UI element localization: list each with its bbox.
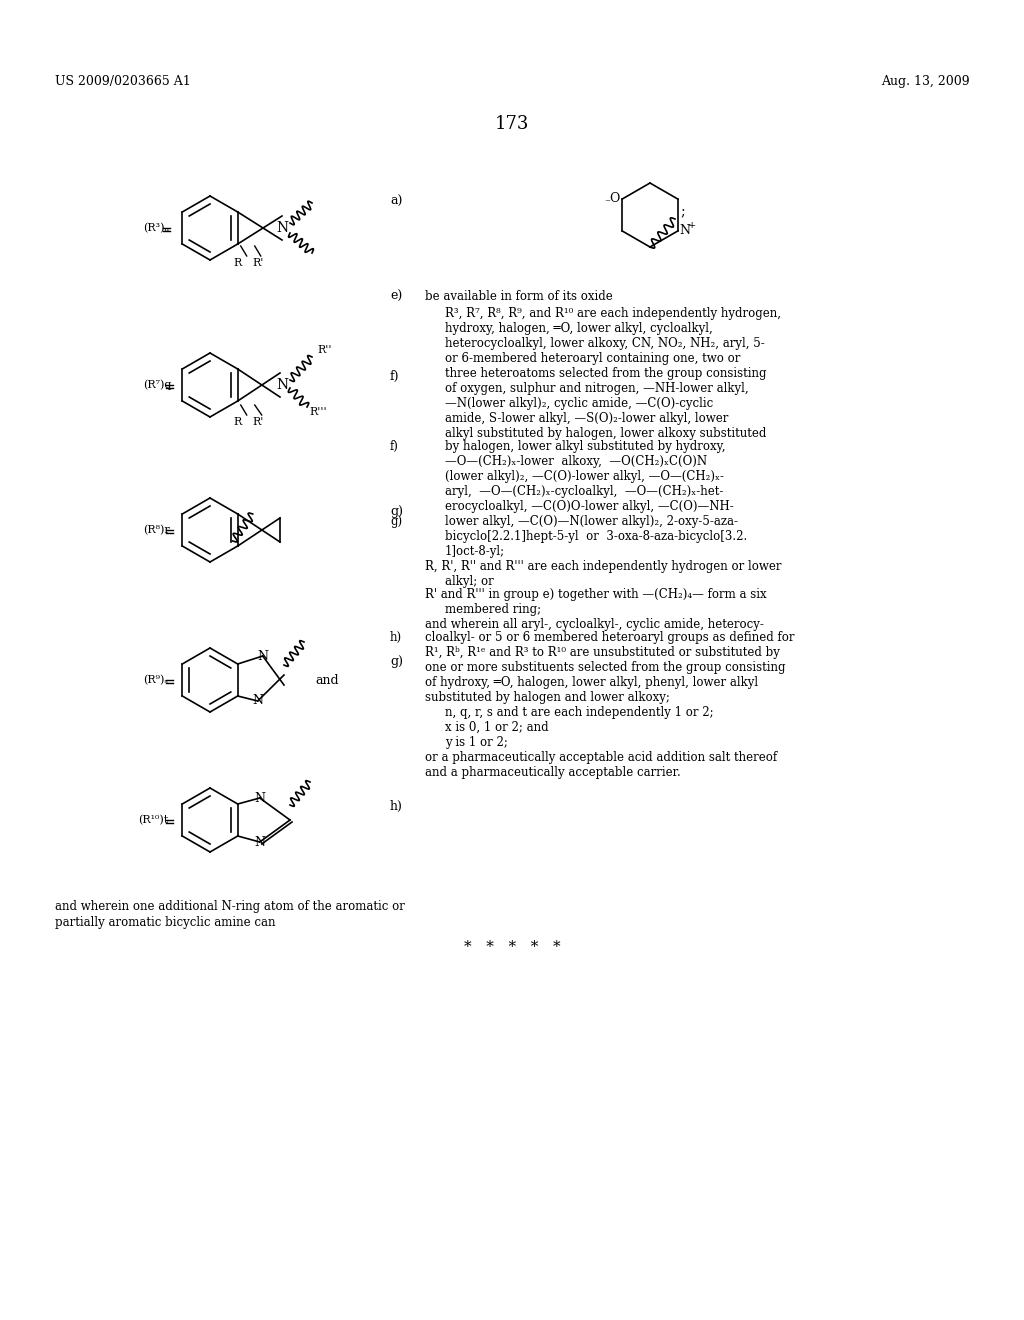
Text: g): g)	[390, 506, 403, 517]
Text: or 6-membered heteroaryl containing one, two or: or 6-membered heteroaryl containing one,…	[445, 352, 740, 366]
Text: alkyl substituted by halogen, lower alkoxy substituted: alkyl substituted by halogen, lower alko…	[445, 426, 766, 440]
Text: N: N	[254, 792, 265, 804]
Text: *   *   *   *   *: * * * * *	[464, 940, 560, 954]
Text: Aug. 13, 2009: Aug. 13, 2009	[882, 75, 970, 88]
Text: h): h)	[390, 800, 402, 813]
Text: (R³)ₙ: (R³)ₙ	[143, 223, 169, 234]
Text: of hydroxy, ═O, halogen, lower alkyl, phenyl, lower alkyl: of hydroxy, ═O, halogen, lower alkyl, ph…	[425, 676, 758, 689]
Text: and wherein all aryl-, cycloalkyl-, cyclic amide, heterocy-: and wherein all aryl-, cycloalkyl-, cycl…	[425, 618, 764, 631]
Text: three heteroatoms selected from the group consisting: three heteroatoms selected from the grou…	[445, 367, 767, 380]
Text: R'': R''	[317, 345, 332, 355]
Text: 1]oct-8-yl;: 1]oct-8-yl;	[445, 545, 505, 558]
Text: +: +	[688, 220, 696, 230]
Text: or a pharmaceutically acceptable acid addition salt thereof: or a pharmaceutically acceptable acid ad…	[425, 751, 777, 764]
Text: alkyl; or: alkyl; or	[445, 576, 494, 587]
Text: bicyclo[2.2.1]hept-5-yl  or  3-oxa-8-aza-bicyclo[3.2.: bicyclo[2.2.1]hept-5-yl or 3-oxa-8-aza-b…	[445, 531, 748, 543]
Text: N: N	[275, 378, 288, 392]
Text: partially aromatic bicyclic amine can: partially aromatic bicyclic amine can	[55, 916, 275, 929]
Text: —O—(CH₂)ₓ-lower  alkoxy,  —O(CH₂)ₓC(O)N: —O—(CH₂)ₓ-lower alkoxy, —O(CH₂)ₓC(O)N	[445, 455, 708, 469]
Text: hydroxy, halogen, ═O, lower alkyl, cycloalkyl,: hydroxy, halogen, ═O, lower alkyl, cyclo…	[445, 322, 713, 335]
Text: heterocycloalkyl, lower alkoxy, CN, NO₂, NH₂, aryl, 5-: heterocycloalkyl, lower alkoxy, CN, NO₂,…	[445, 337, 765, 350]
Text: (R⁹)ₛ: (R⁹)ₛ	[143, 675, 168, 685]
Text: lower alkyl, —C(O)—N(lower alkyl)₂, 2-oxy-5-aza-: lower alkyl, —C(O)—N(lower alkyl)₂, 2-ox…	[445, 515, 738, 528]
Text: N: N	[252, 694, 263, 708]
Text: e): e)	[390, 290, 402, 304]
Text: and a pharmaceutically acceptable carrier.: and a pharmaceutically acceptable carrie…	[425, 766, 681, 779]
Text: g): g)	[390, 515, 402, 528]
Text: substituted by halogen and lower alkoxy;: substituted by halogen and lower alkoxy;	[425, 690, 670, 704]
Text: one or more substituents selected from the group consisting: one or more substituents selected from t…	[425, 661, 785, 675]
Text: g): g)	[390, 655, 403, 668]
Text: (R⁷)q: (R⁷)q	[143, 380, 171, 391]
Text: N: N	[680, 224, 691, 238]
Text: R' and R''' in group e) together with —(CH₂)₄— form a six: R' and R''' in group e) together with —(…	[425, 587, 767, 601]
Text: erocycloalkyl, —C(O)O-lower alkyl, —C(O)—NH-: erocycloalkyl, —C(O)O-lower alkyl, —C(O)…	[445, 500, 734, 513]
Text: R¹, Rᵇ, R¹ᵉ and R³ to R¹⁰ are unsubstituted or substituted by: R¹, Rᵇ, R¹ᵉ and R³ to R¹⁰ are unsubstitu…	[425, 645, 780, 659]
Text: and: and	[315, 673, 339, 686]
Text: R': R'	[252, 417, 263, 426]
Text: (lower alkyl)₂, —C(O)-lower alkyl, —O—(CH₂)ₓ-: (lower alkyl)₂, —C(O)-lower alkyl, —O—(C…	[445, 470, 724, 483]
Text: h): h)	[390, 631, 402, 644]
Text: and wherein one additional N-ring atom of the aromatic or: and wherein one additional N-ring atom o…	[55, 900, 404, 913]
Text: N: N	[275, 220, 288, 235]
Text: 173: 173	[495, 115, 529, 133]
Text: R: R	[233, 417, 242, 426]
Text: f): f)	[390, 440, 399, 453]
Text: US 2009/0203665 A1: US 2009/0203665 A1	[55, 75, 190, 88]
Text: x is 0, 1 or 2; and: x is 0, 1 or 2; and	[445, 721, 549, 734]
Text: y is 1 or 2;: y is 1 or 2;	[445, 737, 508, 748]
Text: R: R	[233, 257, 242, 268]
Text: cloalkyl- or 5 or 6 membered heteroaryl groups as defined for: cloalkyl- or 5 or 6 membered heteroaryl …	[425, 631, 795, 644]
Text: O: O	[609, 193, 620, 206]
Text: be available in form of its oxide: be available in form of its oxide	[425, 290, 612, 304]
Text: N: N	[257, 649, 268, 663]
Text: —N(lower alkyl)₂, cyclic amide, —C(O)-cyclic: —N(lower alkyl)₂, cyclic amide, —C(O)-cy…	[445, 397, 714, 411]
Text: R': R'	[252, 257, 263, 268]
Text: aryl,  —O—(CH₂)ₓ-cycloalkyl,  —O—(CH₂)ₓ-het-: aryl, —O—(CH₂)ₓ-cycloalkyl, —O—(CH₂)ₓ-he…	[445, 484, 723, 498]
Text: membered ring;: membered ring;	[445, 603, 541, 616]
Text: of oxygen, sulphur and nitrogen, —NH-lower alkyl,: of oxygen, sulphur and nitrogen, —NH-low…	[445, 381, 749, 395]
Text: amide, S-lower alkyl, —S(O)₂-lower alkyl, lower: amide, S-lower alkyl, —S(O)₂-lower alkyl…	[445, 412, 728, 425]
Text: (R¹⁰)t: (R¹⁰)t	[138, 814, 168, 825]
Text: (R⁸)r: (R⁸)r	[143, 525, 170, 535]
Text: ⁻: ⁻	[604, 198, 610, 209]
Text: R, R', R'' and R''' are each independently hydrogen or lower: R, R', R'' and R''' are each independent…	[425, 560, 781, 573]
Text: f): f)	[390, 370, 399, 383]
Text: a): a)	[390, 195, 402, 209]
Text: R³, R⁷, R⁸, R⁹, and R¹⁰ are each independently hydrogen,: R³, R⁷, R⁸, R⁹, and R¹⁰ are each indepen…	[445, 308, 781, 319]
Text: N: N	[254, 836, 265, 849]
Text: by halogen, lower alkyl substituted by hydroxy,: by halogen, lower alkyl substituted by h…	[445, 440, 725, 453]
Text: R''': R'''	[309, 407, 327, 417]
Text: n, q, r, s and t are each independently 1 or 2;: n, q, r, s and t are each independently …	[445, 706, 714, 719]
Text: ;: ;	[680, 205, 685, 219]
